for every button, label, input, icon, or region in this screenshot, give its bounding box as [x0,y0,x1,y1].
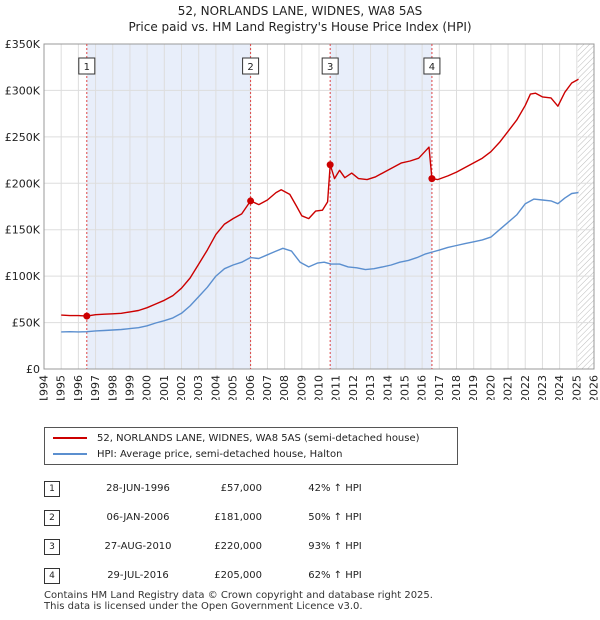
x-tick-label: 2026 [588,375,600,400]
sale-3-label: 3 [327,62,333,73]
x-tick-label: 2004 [209,375,222,400]
y-tick-label: £300K [5,84,41,97]
y-tick-label: £200K [5,177,41,190]
sale-date: 29-JUL-2016 [107,570,169,581]
legend: 52, NORLANDS LANE, WIDNES, WA8 5AS (semi… [44,427,458,465]
x-tick-label: 2008 [278,375,291,400]
x-tick-label: 2009 [295,375,308,400]
x-tick-label: 2012 [347,375,360,400]
table-row: 2 06-JAN-2006 £181,000 50% ↑ HPI [44,503,388,532]
footer-copyright: Contains HM Land Registry data © Crown c… [44,590,433,601]
table-row: 3 27-AUG-2010 £220,000 93% ↑ HPI [44,532,388,561]
x-tick-label: 2023 [536,375,549,400]
x-tick-label: 2003 [192,375,205,400]
sale-date: 27-AUG-2010 [104,541,172,552]
sale-price: £57,000 [220,483,262,494]
x-tick-label: 2018 [450,375,463,400]
sale-date: 06-JAN-2006 [106,512,170,523]
sale-4-label: 4 [429,62,435,73]
x-tick-label: 2019 [467,375,480,400]
sale-price: £205,000 [214,570,262,581]
sale-4-point [428,175,436,183]
x-tick-label: 2017 [433,375,446,400]
x-tick-label: 2025 [570,375,583,400]
chart-title: 52, NORLANDS LANE, WIDNES, WA8 5AS [177,4,423,18]
x-tick-label: 1995 [55,375,68,400]
sale-1-point [83,312,91,320]
sale-number-badge: 3 [44,538,60,555]
sale-hpi-change: 50% ↑ HPI [308,512,362,523]
x-tick-label: 2002 [175,375,188,400]
sale-number-badge: 1 [44,480,60,497]
legend-item-property: 52, NORLANDS LANE, WIDNES, WA8 5AS (semi… [53,431,420,445]
legend-item-hpi: HPI: Average price, semi-detached house,… [53,447,342,461]
x-tick-label: 2005 [227,375,240,400]
x-tick-label: 2016 [416,375,429,400]
forecast-hatch [577,44,594,369]
x-tick-label: 2007 [261,375,274,400]
sale-hpi-change: 42% ↑ HPI [308,483,362,494]
sale-number-badge: 4 [44,567,60,584]
hpi-series-line [61,191,579,333]
legend-label-property: 52, NORLANDS LANE, WIDNES, WA8 5AS (semi… [97,432,420,444]
y-tick-label: £0 [26,363,40,376]
ownership-shade-2 [330,44,432,369]
x-tick-label: 2014 [381,375,394,400]
sales-table: 1 28-JUN-1996 £57,000 42% ↑ HPI 2 06-JAN… [44,474,388,590]
sale-hpi-change: 62% ↑ HPI [308,570,362,581]
sale-2-point [247,197,255,205]
sale-2-label: 2 [247,62,253,73]
plot-frame [43,43,595,370]
chart-subtitle: Price paid vs. HM Land Registry's House … [128,20,472,34]
x-tick-label: 1999 [123,375,136,400]
y-tick-label: £100K [5,270,41,283]
x-tick-label: 2020 [484,375,497,400]
x-tick-label: 2010 [313,375,326,400]
table-row: 1 28-JUN-1996 £57,000 42% ↑ HPI [44,474,388,503]
y-tick-label: £350K [5,38,41,51]
x-tick-label: 2013 [364,375,377,400]
x-tick-label: 2021 [502,375,515,400]
x-tick-label: 1994 [38,375,51,400]
sale-1-label: 1 [84,62,90,73]
x-tick-label: 2015 [398,375,411,400]
sale-3-label-box [321,57,339,75]
sale-number-badge: 2 [44,509,60,526]
sale-hpi-change: 93% ↑ HPI [308,541,362,552]
x-tick-label: 2001 [158,375,171,400]
x-tick-label: 2006 [244,375,257,400]
table-row: 4 29-JUL-2016 £205,000 62% ↑ HPI [44,561,388,590]
x-tick-label: 1998 [106,375,119,400]
price-chart: £0 £50K £100K £150K £200K £250K £300K £350K 1994… [5,38,600,400]
sale-3-point [326,161,334,169]
x-tick-label: 1996 [72,375,85,400]
x-tick-label: 2024 [553,375,566,400]
legend-swatch-hpi [53,453,87,455]
footer-license: This data is licensed under the Open Gov… [44,601,363,612]
y-tick-label: £250K [5,131,41,144]
legend-label-hpi: HPI: Average price, semi-detached house,… [97,448,343,460]
x-tick-label: 2011 [330,375,343,400]
sale-date: 28-JUN-1996 [106,483,170,494]
sale-price: £220,000 [214,541,262,552]
sale-1-label-box [78,57,96,75]
legend-swatch-property [53,437,87,439]
sale-4-label-box [423,57,441,75]
y-tick-label: £50K [12,317,41,330]
sale-price: £181,000 [214,512,262,523]
x-tick-label: 1997 [89,375,102,400]
sale-2-label-box [242,57,260,75]
ownership-shade-1 [86,44,251,369]
footer-attribution: Contains HM Land Registry data © Crown c… [44,590,433,612]
x-tick-label: 2000 [141,375,154,400]
x-tick-label: 2022 [519,375,532,400]
y-tick-label: £150K [5,224,41,237]
